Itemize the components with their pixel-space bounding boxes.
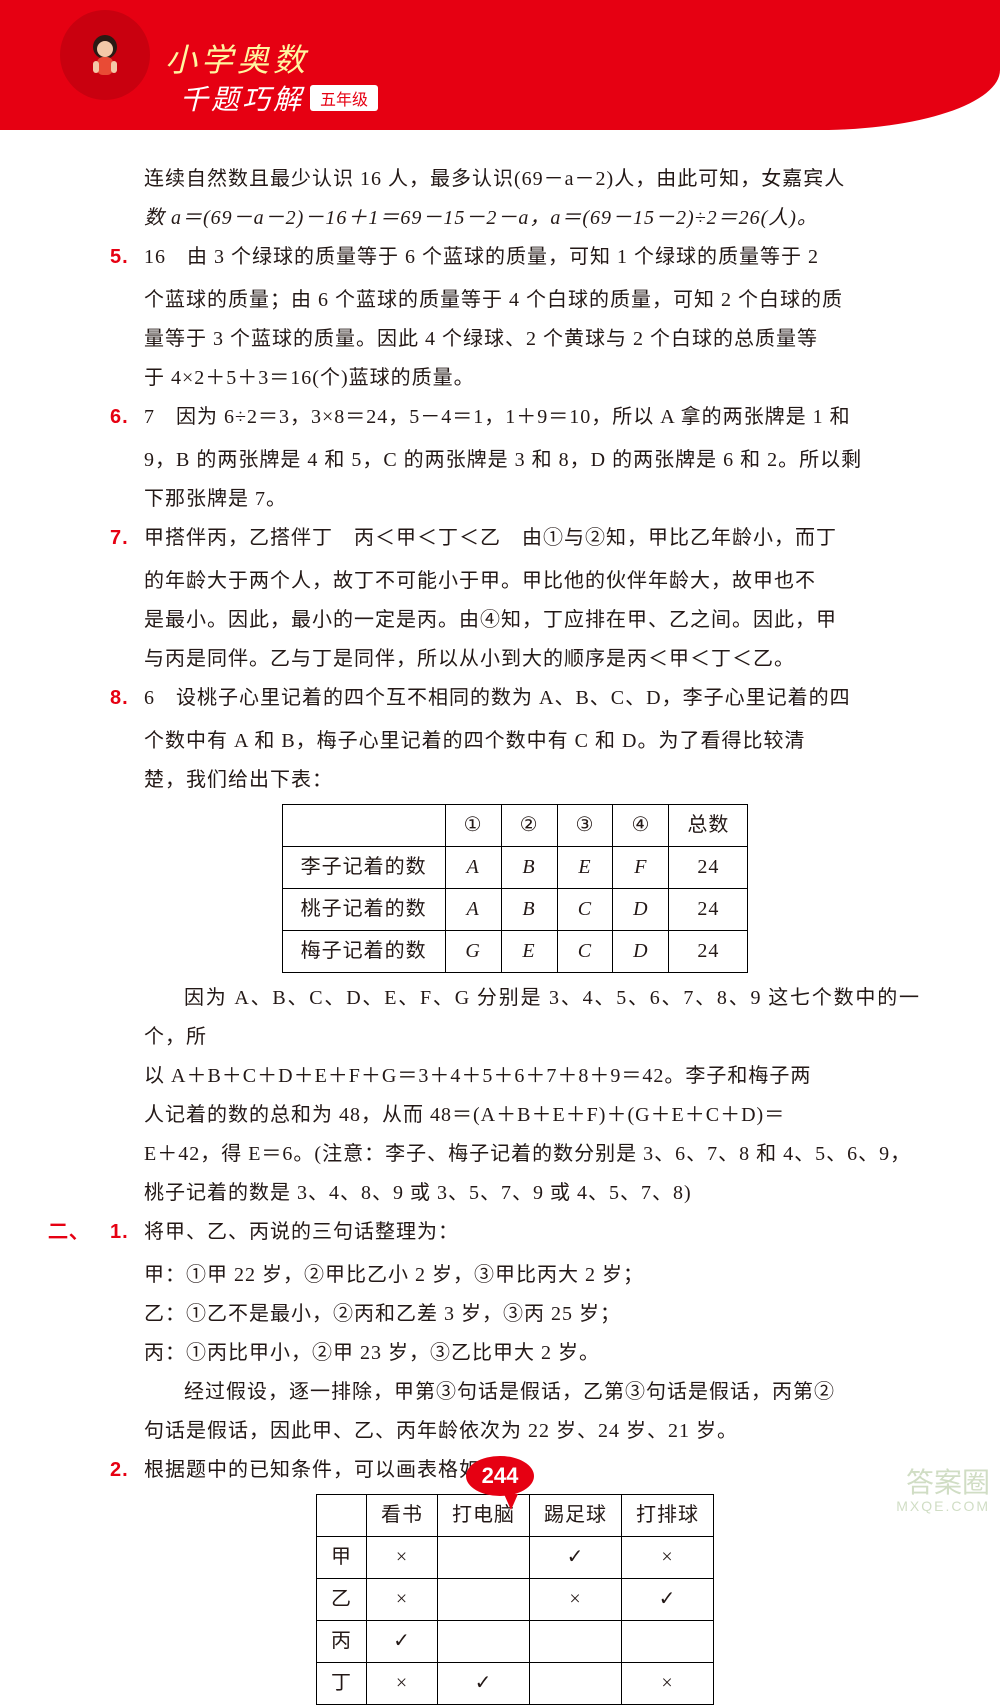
table-2: 看书 打电脑 踢足球 打排球 甲 × ✓ × 乙 × × ✓ 丙 ✓ 丁 bbox=[316, 1494, 714, 1705]
item-7: 7. 甲搭伴丙，乙搭伴丁 丙＜甲＜丁＜乙 由①与②知，甲比乙年龄小，而丁 bbox=[110, 519, 920, 558]
page-number-badge: 244 bbox=[466, 1456, 534, 1496]
item-8-after4: E＋42，得 E＝6。(注意：李子、梅子记着的数分别是 3、6、7、8 和 4、… bbox=[110, 1135, 920, 1174]
item-4-cont-line2: 数 a＝(69－a－2)－16＋1＝69－15－2－a，a＝(69－15－2)÷… bbox=[110, 199, 920, 238]
table-row: 甲 × ✓ × bbox=[317, 1537, 714, 1579]
s2p1-line4: 丙：①丙比甲小，②甲 23 岁，③乙比甲大 2 岁。 bbox=[110, 1334, 920, 1373]
item-8-line2: 个数中有 A 和 B，梅子心里记着的四个数中有 C 和 D。为了看得比较清 bbox=[110, 722, 920, 761]
item-text: 6 设桃子心里记着的四个互不相同的数为 A、B、C、D，李子心里记着的四 bbox=[144, 687, 851, 709]
item-8-after5: 桃子记着的数是 3、4、8、9 或 3、5、7、9 或 4、5、7、8) bbox=[110, 1174, 920, 1213]
header-title: 小学奥数 bbox=[165, 35, 309, 81]
item-8-after1: 因为 A、B、C、D、E、F、G 分别是 3、4、5、6、7、8、9 这七个数中… bbox=[110, 979, 920, 1057]
table-row: 梅子记着的数 G E C D 24 bbox=[282, 931, 748, 973]
item-8: 8. 6 设桃子心里记着的四个互不相同的数为 A、B、C、D，李子心里记着的四 bbox=[110, 679, 920, 718]
item-text: 将甲、乙、丙说的三句话整理为： bbox=[144, 1221, 459, 1243]
header-subtitle: 千题巧解 bbox=[180, 78, 304, 118]
item-number: 8. bbox=[110, 679, 129, 718]
section-marker: 二、 bbox=[48, 1213, 90, 1252]
table-row: ① ② ③ ④ 总数 bbox=[282, 805, 748, 847]
s2p1-line5: 经过假设，逐一排除，甲第③句话是假话，乙第③句话是假话，丙第② bbox=[110, 1373, 920, 1412]
grade-badge: 五年级 bbox=[310, 85, 378, 111]
item-5-line2: 个蓝球的质量；由 6 个蓝球的质量等于 4 个白球的质量，可知 2 个白球的质 bbox=[110, 281, 920, 320]
page-badge-tail bbox=[504, 1494, 518, 1510]
s2p1-line2: 甲：①甲 22 岁，②甲比乙小 2 岁，③甲比丙大 2 岁； bbox=[110, 1256, 920, 1295]
header-mascot bbox=[60, 10, 150, 100]
watermark-line2: MXQE.COM bbox=[896, 1499, 990, 1514]
mascot-icon bbox=[75, 25, 135, 85]
item-6: 6. 7 因为 6÷2＝3，3×8＝24，5－4＝1，1＋9＝10，所以 A 拿… bbox=[110, 398, 920, 437]
item-5-line3: 量等于 3 个蓝球的质量。因此 4 个绿球、2 个黄球与 2 个白球的总质量等 bbox=[110, 320, 920, 359]
item-number: 7. bbox=[110, 519, 129, 558]
s2p1-line6: 句话是假话，因此甲、乙、丙年龄依次为 22 岁、24 岁、21 岁。 bbox=[110, 1412, 920, 1451]
section2-item-1: 二、 1. 将甲、乙、丙说的三句话整理为： bbox=[110, 1213, 920, 1252]
item-4-cont-line1: 连续自然数且最少认识 16 人，最多认识(69－a－2)人，由此可知，女嘉宾人 bbox=[110, 160, 920, 199]
item-7-line4: 与丙是同伴。乙与丁是同伴，所以从小到大的顺序是丙＜甲＜丁＜乙。 bbox=[110, 640, 920, 679]
item-8-after3: 人记着的数的总和为 48，从而 48＝(A＋B＋E＋F)＋(G＋E＋C＋D)＝ bbox=[110, 1096, 920, 1135]
item-5: 5. 16 由 3 个绿球的质量等于 6 个蓝球的质量，可知 1 个绿球的质量等… bbox=[110, 238, 920, 277]
table-row: 丙 ✓ bbox=[317, 1621, 714, 1663]
table-row: 桃子记着的数 A B C D 24 bbox=[282, 889, 748, 931]
s2p1-line3: 乙：①乙不是最小，②丙和乙差 3 岁，③丙 25 岁； bbox=[110, 1295, 920, 1334]
item-text: 7 因为 6÷2＝3，3×8＝24，5－4＝1，1＋9＝10，所以 A 拿的两张… bbox=[144, 406, 851, 428]
item-number: 5. bbox=[110, 238, 129, 277]
watermark: 答案圈 MXQE.COM bbox=[896, 1468, 990, 1514]
table-row: 乙 × × ✓ bbox=[317, 1579, 714, 1621]
item-7-line3: 是最小。因此，最小的一定是丙。由④知，丁应排在甲、乙之间。因此，甲 bbox=[110, 601, 920, 640]
table-row: 李子记着的数 A B E F 24 bbox=[282, 847, 748, 889]
table-row: 丁 × ✓ × bbox=[317, 1663, 714, 1705]
item-8-after2: 以 A＋B＋C＋D＋E＋F＋G＝3＋4＋5＋6＋7＋8＋9＝42。李子和梅子两 bbox=[110, 1057, 920, 1096]
item-text: 甲搭伴丙，乙搭伴丁 丙＜甲＜丁＜乙 由①与②知，甲比乙年龄小，而丁 bbox=[144, 527, 837, 549]
item-7-line2: 的年龄大于两个人，故丁不可能小于甲。甲比他的伙伴年龄大，故甲也不 bbox=[110, 562, 920, 601]
item-6-line2: 9，B 的两张牌是 4 和 5，C 的两张牌是 3 和 8，D 的两张牌是 6 … bbox=[110, 441, 920, 480]
table-1: ① ② ③ ④ 总数 李子记着的数 A B E F 24 桃子记着的数 A B … bbox=[282, 804, 749, 973]
watermark-line1: 答案圈 bbox=[896, 1468, 990, 1499]
item-text: 16 由 3 个绿球的质量等于 6 个蓝球的质量，可知 1 个绿球的质量等于 2 bbox=[144, 246, 819, 268]
item-number: 6. bbox=[110, 398, 129, 437]
item-5-line4: 于 4×2＋5＋3＝16(个)蓝球的质量。 bbox=[110, 359, 920, 398]
item-number: 1. bbox=[110, 1213, 129, 1252]
item-6-line3: 下那张牌是 7。 bbox=[110, 480, 920, 519]
item-number: 2. bbox=[110, 1451, 129, 1490]
item-8-line3: 楚，我们给出下表： bbox=[110, 761, 920, 800]
page-header: 小学奥数 千题巧解 五年级 bbox=[0, 0, 1000, 130]
